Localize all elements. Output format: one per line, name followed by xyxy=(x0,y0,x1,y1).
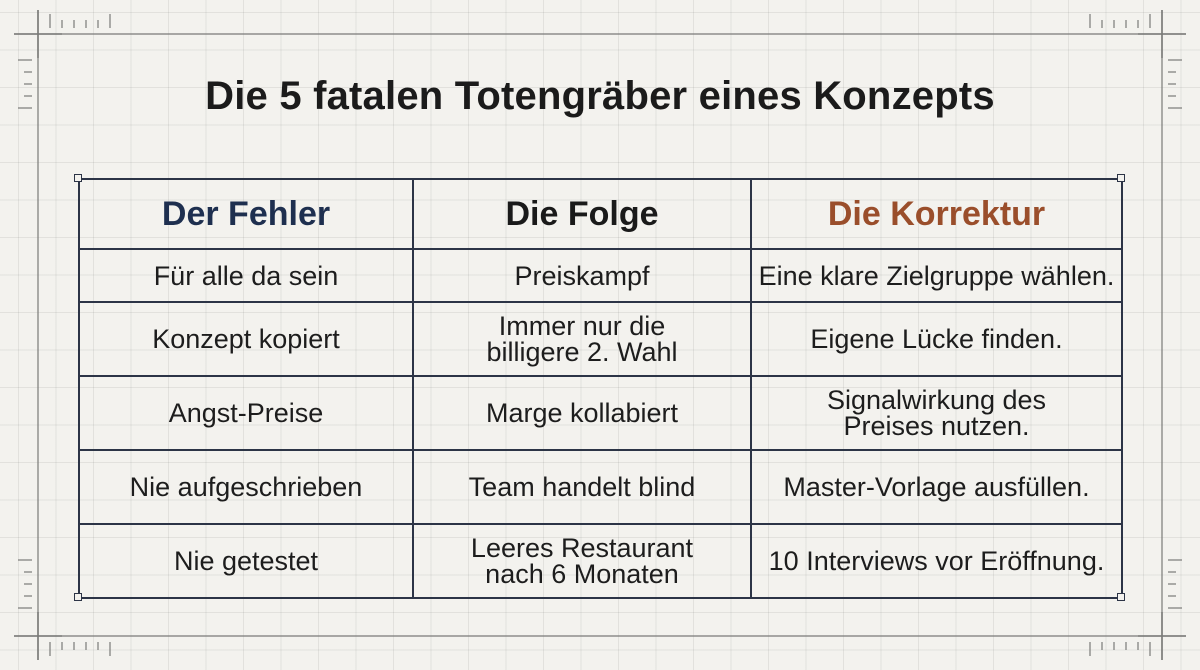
cell-fehler: Konzept kopiert xyxy=(78,301,414,377)
table-row: Konzept kopiert Immer nur die billigere … xyxy=(78,301,1123,377)
cell-text: Nie getestet xyxy=(173,546,319,576)
cell-folge: Marge kollabiert xyxy=(412,375,752,451)
cell-folge: Preiskampf xyxy=(412,248,752,303)
header-die-korrektur: Die Korrektur xyxy=(750,178,1123,250)
table-row: Nie getestet Leeres Restaurant nach 6 Mo… xyxy=(78,523,1123,599)
cell-text: Angst-Preise xyxy=(168,398,324,428)
cell-fehler: Für alle da sein xyxy=(78,248,414,303)
cell-folge: Team handelt blind xyxy=(412,449,752,525)
corner-handle-bottom-right xyxy=(1117,593,1125,601)
cell-korrektur: Master-Vorlage ausfüllen. xyxy=(750,449,1123,525)
table-row: Nie aufgeschrieben Team handelt blind Ma… xyxy=(78,449,1123,525)
corner-handle-bottom-left xyxy=(74,593,82,601)
cell-korrektur: Eine klare Zielgruppe wählen. xyxy=(750,248,1123,303)
table-row: Angst-Preise Marge kollabiert Signalwirk… xyxy=(78,375,1123,451)
header-die-folge: Die Folge xyxy=(412,178,752,250)
corner-handle-top-right xyxy=(1117,174,1125,182)
cell-folge: Immer nur die billigere 2. Wahl xyxy=(412,301,752,377)
cell-text: Eigene Lücke finden. xyxy=(810,324,1063,354)
cell-text: Eine klare Zielgruppe wählen. xyxy=(758,260,1115,291)
cell-text: Signalwirkung des Preises nutzen. xyxy=(826,385,1047,441)
cell-text: Marge kollabiert xyxy=(485,398,679,428)
cell-korrektur: 10 Interviews vor Eröffnung. xyxy=(750,523,1123,599)
cell-korrektur: Eigene Lücke finden. xyxy=(750,301,1123,377)
page-title: Die 5 fatalen Totengräber eines Konzepts xyxy=(205,74,995,118)
comparison-table-container: Der Fehler Die Folge Die Korrektur Für a… xyxy=(78,178,1123,599)
table-row: Für alle da sein Preiskampf Eine klare Z… xyxy=(78,248,1123,303)
corner-handle-top-left xyxy=(74,174,82,182)
header-der-fehler: Der Fehler xyxy=(78,178,414,250)
cell-text: Leeres Restaurant nach 6 Monaten xyxy=(470,533,694,589)
cell-text: Team handelt blind xyxy=(468,472,696,502)
cell-text: Für alle da sein xyxy=(153,260,339,291)
cell-text: 10 Interviews vor Eröffnung. xyxy=(768,546,1105,576)
cell-korrektur: Signalwirkung des Preises nutzen. xyxy=(750,375,1123,451)
cell-fehler: Nie aufgeschrieben xyxy=(78,449,414,525)
cell-fehler: Angst-Preise xyxy=(78,375,414,451)
cell-text: Immer nur die billigere 2. Wahl xyxy=(486,311,678,367)
cell-text: Nie aufgeschrieben xyxy=(129,472,363,502)
table-header-row: Der Fehler Die Folge Die Korrektur xyxy=(78,178,1123,250)
cell-fehler: Nie getestet xyxy=(78,523,414,599)
cell-folge: Leeres Restaurant nach 6 Monaten xyxy=(412,523,752,599)
cell-text: Master-Vorlage ausfüllen. xyxy=(783,472,1090,502)
cell-text: Konzept kopiert xyxy=(152,324,340,354)
cell-text: Preiskampf xyxy=(514,260,650,291)
comparison-table: Der Fehler Die Folge Die Korrektur Für a… xyxy=(78,178,1123,599)
